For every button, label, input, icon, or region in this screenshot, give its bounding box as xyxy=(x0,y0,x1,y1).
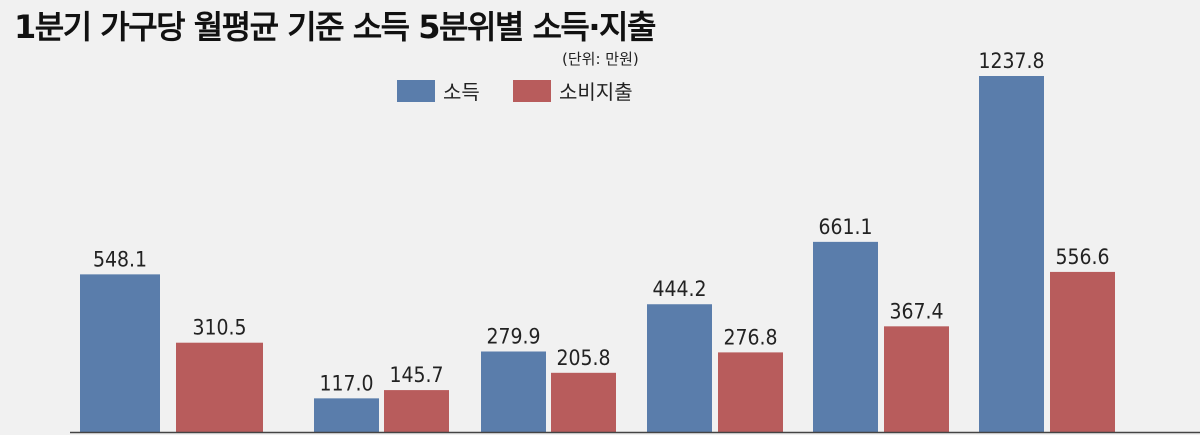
data-label-spending-5: 367.4 xyxy=(889,299,943,323)
bar-income-5 xyxy=(813,241,878,432)
bar-income-2 xyxy=(314,398,379,432)
legend-label-spending: 소비지출 xyxy=(559,80,633,104)
data-label-income-3: 279.9 xyxy=(486,324,540,348)
legend-label-income: 소득 xyxy=(443,80,480,104)
data-label-spending-4: 276.8 xyxy=(723,325,777,349)
data-label-income-1: 548.1 xyxy=(93,247,147,271)
data-label-spending-6: 556.6 xyxy=(1055,245,1109,269)
data-label-income-6: 1237.8 xyxy=(978,49,1044,73)
bar-income-4 xyxy=(647,304,712,432)
chart-title: 1분기 가구당 월평균 기준 소득 5분위별 소득·지출 xyxy=(14,8,656,46)
bar-income-3 xyxy=(481,351,546,432)
data-label-spending-2: 145.7 xyxy=(389,363,443,387)
bar-spending-5 xyxy=(884,326,949,432)
unit-label: (단위: 만원) xyxy=(562,50,639,68)
data-label-income-5: 661.1 xyxy=(818,215,872,239)
bar-spending-6 xyxy=(1050,271,1115,432)
bar-spending-2 xyxy=(384,390,449,432)
data-label-income-4: 444.2 xyxy=(652,277,706,301)
bar-income-1 xyxy=(80,274,160,432)
bar-spending-1 xyxy=(176,342,263,432)
data-label-spending-1: 310.5 xyxy=(192,316,246,340)
legend-swatch-spending xyxy=(513,80,551,102)
bar-spending-4 xyxy=(718,352,783,432)
data-label-income-2: 117.0 xyxy=(319,371,373,395)
data-label-spending-3: 205.8 xyxy=(556,346,610,370)
bar-income-6 xyxy=(979,76,1044,432)
bar-spending-3 xyxy=(551,372,616,432)
legend-swatch-income xyxy=(397,80,435,102)
